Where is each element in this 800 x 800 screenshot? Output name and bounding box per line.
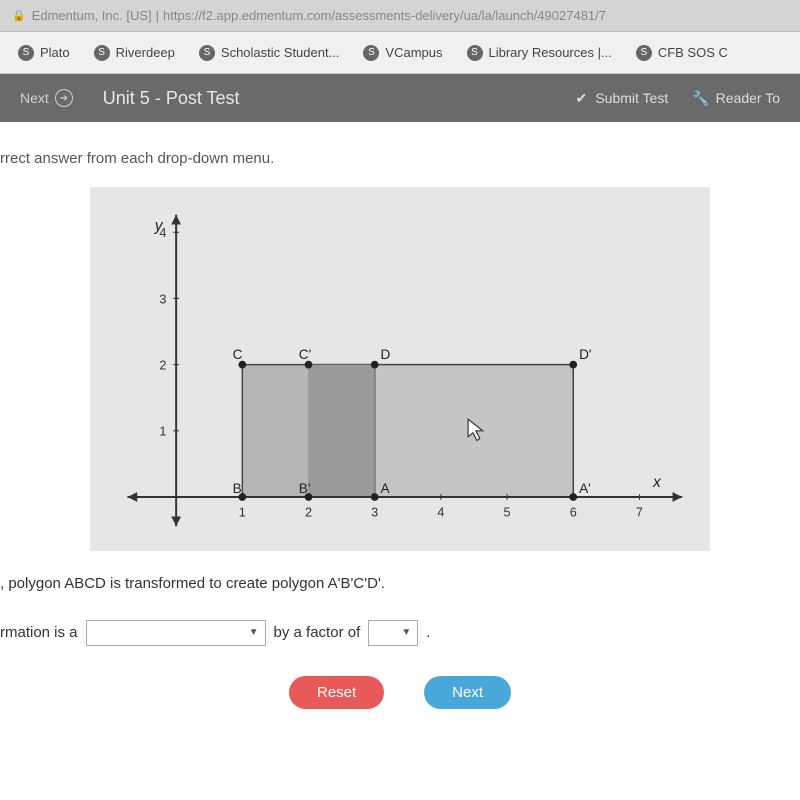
y-axis-label: y xyxy=(154,217,164,234)
svg-text:D: D xyxy=(381,347,391,362)
svg-text:3: 3 xyxy=(371,505,378,519)
bookmark-riverdeep[interactable]: SRiverdeep xyxy=(84,41,185,65)
bookmark-plato[interactable]: SPlato xyxy=(8,41,80,65)
header-next-button[interactable]: Next ➔ xyxy=(20,89,73,107)
answer-prefix: rmation is a xyxy=(0,624,78,641)
bookmark-cfb[interactable]: SCFB SOS C xyxy=(626,41,738,65)
globe-icon: S xyxy=(199,45,215,61)
chevron-down-icon: ▼ xyxy=(401,627,411,638)
app-header: Next ➔ Unit 5 - Post Test ✔ Submit Test … xyxy=(0,74,800,122)
svg-text:B': B' xyxy=(299,481,311,496)
svg-text:4: 4 xyxy=(437,505,444,519)
arrow-right-icon: ➔ xyxy=(55,89,73,107)
bookmark-vcampus[interactable]: SVCampus xyxy=(353,41,452,65)
factor-dropdown[interactable]: ▼ xyxy=(368,620,418,646)
answer-row: rmation is a ▼ by a factor of ▼ . xyxy=(0,620,800,676)
svg-text:6: 6 xyxy=(570,505,577,519)
svg-text:2: 2 xyxy=(159,358,166,372)
svg-text:B: B xyxy=(233,481,242,496)
svg-text:1: 1 xyxy=(239,505,246,519)
bookmark-library[interactable]: SLibrary Resources |... xyxy=(457,41,622,65)
url-text: https://f2.app.edmentum.com/assessments-… xyxy=(163,8,606,23)
instruction-text: rrect answer from each drop-down menu. xyxy=(0,150,800,187)
coordinate-plane-svg: 1 2 3 4 5 6 7 1 2 3 4 A xyxy=(108,205,692,536)
svg-text:2: 2 xyxy=(305,505,312,519)
chevron-down-icon: ▼ xyxy=(249,627,259,638)
svg-text:A': A' xyxy=(579,481,591,496)
y-axis-arrow-down-icon xyxy=(171,516,181,526)
svg-text:C': C' xyxy=(299,347,311,362)
globe-icon: S xyxy=(636,45,652,61)
svg-text:D': D' xyxy=(579,347,591,362)
transformation-type-dropdown[interactable]: ▼ xyxy=(86,620,266,646)
button-row: Reset Next xyxy=(0,676,800,709)
submit-test-button[interactable]: ✔ Submit Test xyxy=(573,90,668,106)
svg-text:C: C xyxy=(233,347,243,362)
bookmarks-bar: SPlato SRiverdeep SScholastic Student...… xyxy=(0,32,800,74)
browser-address-bar: 🔒 Edmentum, Inc. [US] | https://f2.app.e… xyxy=(0,0,800,32)
transform-description: , polygon ABCD is transformed to create … xyxy=(0,551,800,620)
page-title: Unit 5 - Post Test xyxy=(103,88,574,109)
bookmark-scholastic[interactable]: SScholastic Student... xyxy=(189,41,350,65)
next-button[interactable]: Next xyxy=(424,676,511,709)
url-prefix: Edmentum, Inc. [US] xyxy=(32,8,152,23)
svg-text:5: 5 xyxy=(504,505,511,519)
wrench-icon: 🔧 xyxy=(692,90,709,107)
globe-icon: S xyxy=(467,45,483,61)
period: . xyxy=(426,624,430,641)
globe-icon: S xyxy=(363,45,379,61)
globe-icon: S xyxy=(18,45,34,61)
x-axis-arrow-icon xyxy=(673,492,683,502)
reader-tools-button[interactable]: 🔧 Reader To xyxy=(692,90,780,107)
y-axis-arrow-icon xyxy=(171,215,181,225)
svg-text:3: 3 xyxy=(159,292,166,306)
svg-text:7: 7 xyxy=(636,505,643,519)
reset-button[interactable]: Reset xyxy=(289,676,384,709)
by-factor-text: by a factor of xyxy=(274,624,361,641)
svg-text:1: 1 xyxy=(159,425,166,439)
x-axis-label: x xyxy=(652,474,662,491)
svg-text:A: A xyxy=(381,481,391,496)
question-content: rrect answer from each drop-down menu. xyxy=(0,122,800,800)
x-axis-arrow-left-icon xyxy=(127,492,137,502)
coordinate-figure: 1 2 3 4 5 6 7 1 2 3 4 A xyxy=(90,187,710,551)
lock-icon: 🔒 xyxy=(12,9,26,22)
globe-icon: S xyxy=(94,45,110,61)
check-circle-icon: ✔ xyxy=(573,90,589,106)
